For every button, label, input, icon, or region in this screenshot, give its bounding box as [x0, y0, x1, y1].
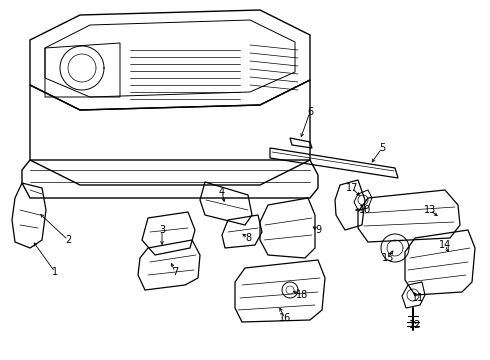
Text: 7: 7: [172, 267, 178, 277]
Text: 5: 5: [379, 143, 385, 153]
Text: 1: 1: [52, 267, 58, 277]
Text: 16: 16: [279, 313, 291, 323]
Text: 6: 6: [307, 107, 313, 117]
Text: 11: 11: [412, 293, 424, 303]
Text: 3: 3: [159, 225, 165, 235]
Text: 4: 4: [219, 187, 225, 197]
Text: 18: 18: [296, 290, 308, 300]
Text: 9: 9: [315, 225, 321, 235]
Text: 13: 13: [424, 205, 436, 215]
Text: 12: 12: [409, 320, 421, 330]
Text: 15: 15: [382, 253, 394, 263]
Text: 8: 8: [245, 233, 251, 243]
Text: 2: 2: [65, 235, 71, 245]
Text: 17: 17: [346, 183, 358, 193]
Text: 14: 14: [439, 240, 451, 250]
Text: 10: 10: [359, 205, 371, 215]
